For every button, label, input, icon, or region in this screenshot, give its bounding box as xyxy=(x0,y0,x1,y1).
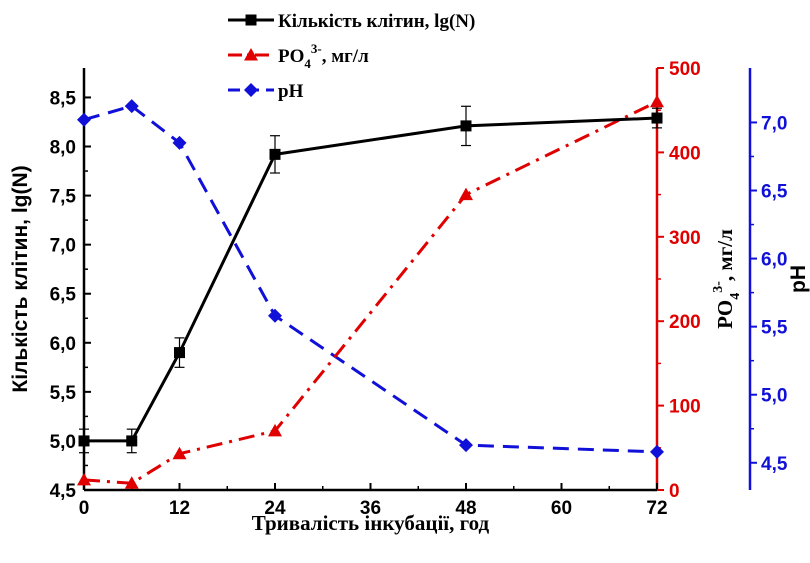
axis-titles: Тривалість інкубації, год Кількість кліти… xyxy=(9,165,810,535)
legend-marker xyxy=(245,14,257,26)
po4-tick-label: 300 xyxy=(669,228,701,249)
ph-tick-label: 7,0 xyxy=(761,113,787,134)
legend-label: Кількість клітин, lg(N) xyxy=(278,11,475,32)
data-point xyxy=(268,423,282,437)
po4-axis-title-sub: 4 xyxy=(728,293,743,300)
data-point xyxy=(650,444,664,459)
left-tick-label: 6,5 xyxy=(50,285,77,306)
left-tick-label: 8,5 xyxy=(50,88,77,109)
legend-marker xyxy=(244,83,258,97)
series-line-0 xyxy=(84,116,658,443)
data-point xyxy=(269,148,281,160)
ph-tick-label: 6,5 xyxy=(761,182,788,203)
data-point xyxy=(77,112,91,127)
data-point xyxy=(268,308,282,323)
data-point xyxy=(126,435,138,447)
series-line-1 xyxy=(83,100,658,485)
legend-label-sub: 4 xyxy=(304,56,311,71)
data-point xyxy=(77,472,91,486)
data-point xyxy=(172,135,187,150)
po4-axis-title-main: PO xyxy=(713,300,737,329)
legend-marker xyxy=(244,48,258,61)
left-tick-label: 7,0 xyxy=(50,236,76,257)
data-point xyxy=(78,435,90,447)
left-tick-label: 8,0 xyxy=(50,138,76,159)
x-tick-label: 36 xyxy=(360,498,381,519)
ph-tick-label: 5,5 xyxy=(761,318,788,339)
x-tick-label: 48 xyxy=(455,498,476,519)
legend-label-main: PO xyxy=(278,46,304,67)
data-point xyxy=(460,120,472,132)
po4-tick-label: 500 xyxy=(669,59,701,80)
series-layer xyxy=(77,94,664,489)
po4-axis-title: PO43-, мг/л xyxy=(711,229,743,329)
po4-tick-label: 200 xyxy=(669,312,701,333)
x-tick-label: 72 xyxy=(646,498,667,519)
ph-axis-title: pH xyxy=(787,265,810,293)
left-tick-label: 5,5 xyxy=(50,383,77,404)
left-tick-label: 6,0 xyxy=(50,334,76,355)
ph-tick-label: 4,5 xyxy=(761,454,788,475)
legend-label-sup: 3- xyxy=(311,41,322,56)
data-point xyxy=(124,99,139,114)
ph-tick-label: 6,0 xyxy=(761,250,787,271)
axes: 0 12 24 36 48 60 72 4,5 5,0 5,5 6,0 6,5 7,0 7,5 8,0 8,5… xyxy=(50,59,788,519)
left-tick-label: 4,5 xyxy=(50,481,77,502)
x-tick-label: 0 xyxy=(79,498,90,519)
data-point xyxy=(459,187,473,201)
legend-label-main: Кількість клітин, lg(N) xyxy=(278,11,475,32)
po4-tick-label: 400 xyxy=(669,143,701,164)
legend: Кількість клітин, lg(N) PO43-, мг/л pH xyxy=(228,11,475,102)
left-tick-label: 5,0 xyxy=(50,432,76,453)
data-point xyxy=(459,438,473,453)
legend-label: pH xyxy=(278,81,304,102)
data-point xyxy=(174,347,185,359)
legend-label-tail: , мг/л xyxy=(322,46,369,67)
x-tick-label: 24 xyxy=(264,498,286,519)
x-tick-label: 12 xyxy=(169,498,190,519)
legend-label-main: pH xyxy=(278,81,304,102)
left-axis-title: Кількість клітин, lg(N) xyxy=(9,165,32,392)
data-point xyxy=(650,94,664,108)
legend-label: PO43-, мг/л xyxy=(278,41,369,71)
po4-axis-title-sup: 3- xyxy=(711,281,726,293)
data-point xyxy=(172,446,187,460)
po4-axis-title-tail: , мг/л xyxy=(713,229,737,281)
x-tick-label: 60 xyxy=(551,498,572,519)
po4-tick-label: 0 xyxy=(669,481,680,502)
ph-tick-label: 5,0 xyxy=(761,386,787,407)
series-line-2 xyxy=(83,104,658,454)
data-point xyxy=(651,112,663,124)
x-axis-title: Тривалість інкубації, год xyxy=(252,511,490,535)
po4-tick-label: 100 xyxy=(669,397,701,418)
left-tick-label: 7,5 xyxy=(50,187,77,208)
data-point xyxy=(124,476,139,489)
